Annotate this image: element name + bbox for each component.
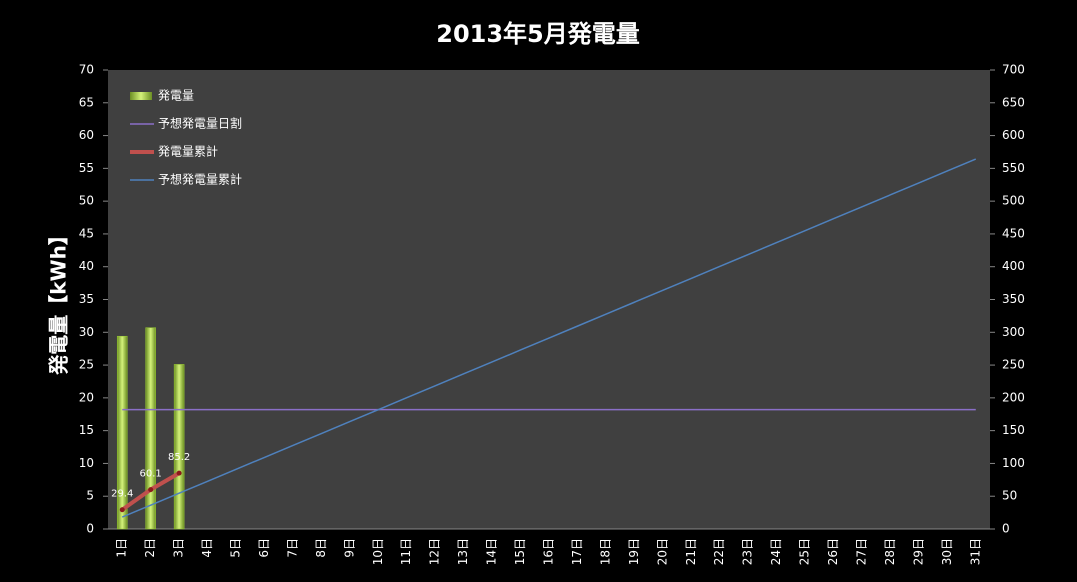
- y-tick-label: 55: [79, 161, 94, 175]
- y2-tick-label: 350: [1002, 292, 1025, 306]
- x-tick-label: 13日: [456, 538, 470, 565]
- y-tick-label: 35: [79, 292, 94, 306]
- y2-tick-label: 50: [1002, 489, 1017, 503]
- y2-tick-label: 700: [1002, 63, 1025, 77]
- y-tick-label: 5: [86, 489, 94, 503]
- x-tick-label: 26日: [826, 538, 840, 565]
- x-tick-label: 30日: [940, 538, 954, 565]
- y2-tick-label: 0: [1002, 522, 1010, 536]
- legend-label: 発電量累計: [158, 144, 218, 159]
- x-tick-label: 22日: [712, 538, 726, 565]
- y2-tick-label: 650: [1002, 95, 1025, 109]
- x-tick-label: 3日: [172, 538, 186, 558]
- bar: [145, 327, 156, 530]
- y-tick-label: 15: [79, 423, 94, 437]
- x-tick-label: 23日: [741, 538, 755, 565]
- y2-tick-label: 300: [1002, 325, 1025, 339]
- y2-tick-label: 550: [1002, 161, 1025, 175]
- chart-title: 2013年5月発電量: [436, 20, 640, 48]
- y-tick-label: 20: [79, 390, 94, 404]
- y-tick-label: 40: [79, 259, 94, 273]
- x-tick-label: 6日: [257, 538, 271, 558]
- y-axis-label: 発電量【kWh】: [47, 225, 71, 376]
- legend-label: 発電量: [158, 89, 194, 103]
- x-tick-label: 19日: [627, 538, 641, 565]
- plot-area: [108, 70, 990, 529]
- x-tick-label: 27日: [854, 538, 868, 565]
- y-tick-label: 60: [79, 128, 94, 142]
- x-tick-label: 29日: [911, 538, 925, 565]
- value-label: 29.4: [111, 489, 133, 500]
- x-tick-label: 10日: [371, 538, 385, 565]
- bar: [173, 364, 185, 530]
- y-tick-label: 65: [79, 95, 94, 109]
- y-tick-label: 25: [79, 358, 94, 372]
- y2-tick-label: 200: [1002, 390, 1025, 404]
- x-tick-label: 24日: [769, 538, 783, 565]
- y2-tick-label: 150: [1002, 423, 1025, 437]
- y2-tick-label: 250: [1002, 358, 1025, 372]
- x-tick-label: 28日: [883, 538, 897, 565]
- value-label: 85.2: [168, 452, 190, 463]
- y-tick-label: 45: [79, 226, 94, 240]
- x-tick-label: 5日: [229, 538, 243, 558]
- y2-tick-label: 400: [1002, 259, 1025, 273]
- y2-tick-label: 600: [1002, 128, 1025, 142]
- y-tick-label: 0: [86, 522, 94, 536]
- y-tick-label: 10: [79, 456, 94, 470]
- y2-tick-label: 500: [1002, 194, 1025, 208]
- legend-label: 予想発電量日割: [158, 116, 242, 131]
- x-tick-label: 11日: [399, 538, 413, 565]
- x-tick-label: 2日: [143, 538, 157, 558]
- bar: [116, 335, 128, 530]
- y-tick-label: 70: [79, 63, 94, 77]
- x-tick-label: 25日: [798, 538, 812, 565]
- y-tick-label: 30: [79, 325, 94, 339]
- legend-label: 予想発電量累計: [158, 172, 242, 187]
- x-tick-label: 31日: [968, 538, 982, 565]
- point: [119, 507, 125, 513]
- x-tick-label: 18日: [598, 538, 612, 565]
- x-tick-label: 9日: [342, 538, 356, 558]
- x-tick-label: 14日: [485, 538, 499, 565]
- y2-tick-label: 450: [1002, 226, 1025, 240]
- point: [176, 470, 182, 476]
- x-tick-label: 12日: [428, 538, 442, 565]
- x-tick-label: 21日: [684, 538, 698, 565]
- legend-swatch: [130, 92, 152, 100]
- x-tick-label: 8日: [314, 538, 328, 558]
- x-tick-label: 16日: [542, 538, 556, 565]
- y2-tick-label: 100: [1002, 456, 1025, 470]
- x-tick-label: 17日: [570, 538, 584, 565]
- x-tick-label: 20日: [655, 538, 669, 565]
- point: [148, 487, 154, 493]
- x-tick-label: 7日: [285, 538, 299, 558]
- value-label: 60.1: [140, 469, 162, 480]
- x-tick-label: 1日: [115, 538, 129, 558]
- x-tick-label: 15日: [513, 538, 527, 565]
- line: [121, 158, 977, 518]
- y-tick-label: 50: [79, 194, 94, 208]
- x-tick-label: 4日: [200, 538, 214, 558]
